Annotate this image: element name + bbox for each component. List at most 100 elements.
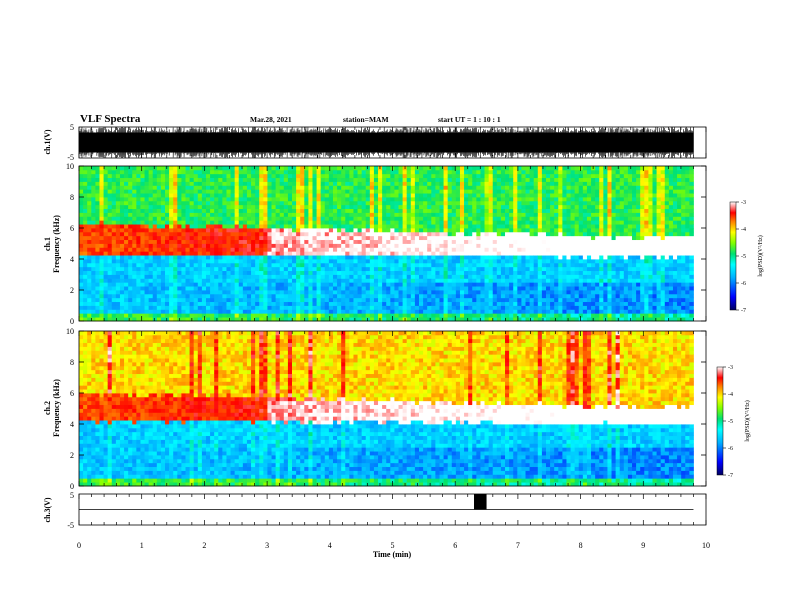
spectrogram-cell xyxy=(259,286,264,291)
spectrogram-cell xyxy=(472,197,477,202)
spectrogram-cell xyxy=(214,282,219,287)
spectrogram-cell xyxy=(435,193,440,198)
spectrogram-cell xyxy=(312,231,317,237)
spectrogram-cell xyxy=(259,266,264,272)
spectrogram-cell xyxy=(242,247,248,252)
spectrogram-cell xyxy=(287,208,293,213)
spectrogram-cell xyxy=(369,297,375,303)
spectrogram-cell xyxy=(582,235,588,241)
spectrogram-cell xyxy=(128,309,133,314)
spectrogram-cell xyxy=(492,290,498,295)
spectrogram-cell xyxy=(410,247,416,252)
spectrogram-cell xyxy=(558,185,563,190)
spectrogram-cell xyxy=(537,317,543,322)
spectrogram-cell xyxy=(419,259,424,264)
spectrogram-cell xyxy=(345,251,350,256)
spectrogram-cell xyxy=(386,193,391,198)
spectrogram-cell xyxy=(545,224,551,229)
spectrogram-cell xyxy=(99,189,104,194)
spectrogram-cell xyxy=(459,293,465,299)
spectrogram-cell xyxy=(500,193,506,198)
spectrogram-cell xyxy=(443,297,449,303)
spectrogram-cell xyxy=(214,228,219,233)
spectrogram-cell xyxy=(369,243,375,248)
spectrogram-cell xyxy=(476,200,481,206)
spectrogram-cell xyxy=(230,169,236,175)
spectrogram-cell xyxy=(197,293,203,299)
spectrogram-cell xyxy=(111,262,117,268)
spectrogram-cell xyxy=(427,181,432,186)
spectrogram-cell xyxy=(128,239,133,244)
spectrogram-cell xyxy=(140,309,145,314)
spectrogram-cell xyxy=(570,212,576,217)
spectrogram-cell xyxy=(169,290,174,295)
spectrogram-cell xyxy=(263,173,268,179)
spectrogram-cell xyxy=(345,212,350,217)
spectrogram-cell xyxy=(484,224,490,229)
spectrogram-cell xyxy=(521,293,526,299)
spectrogram-cell xyxy=(423,286,428,291)
spectrogram-cell xyxy=(464,293,469,299)
spectrogram-cell xyxy=(230,301,236,306)
spectrogram-cell xyxy=(275,305,281,310)
spectrogram-cell xyxy=(435,173,440,179)
spectrogram-cell xyxy=(95,286,100,291)
spectrogram-cell xyxy=(345,200,350,206)
spectrogram-cell xyxy=(119,301,125,306)
header-date: Mar.28, 2021 xyxy=(250,115,292,124)
spectrogram-cell xyxy=(423,266,428,272)
spectrogram-cell xyxy=(492,259,498,264)
spectrogram-cell xyxy=(464,177,469,182)
spectrogram-cell xyxy=(152,173,158,179)
spectrogram-cell xyxy=(521,208,526,213)
spectrogram-cell xyxy=(402,259,408,264)
spectrogram-cell xyxy=(169,224,174,229)
spectrogram-cell xyxy=(500,301,506,306)
spectrogram-cell xyxy=(382,282,387,287)
spectrogram-cell xyxy=(197,274,203,279)
spectrogram-cell xyxy=(509,173,514,179)
spectrogram-cell xyxy=(144,204,150,210)
spectrogram-cell xyxy=(156,317,162,322)
spectrogram-cell xyxy=(320,177,326,182)
spectrogram-cell xyxy=(91,220,96,225)
spectrogram-cell xyxy=(234,208,240,213)
spectrogram-cell xyxy=(324,286,330,291)
spectrogram-cell xyxy=(279,200,285,206)
spectrogram-cell xyxy=(246,200,252,206)
spectrogram-cell xyxy=(83,204,88,210)
spectrogram-cell xyxy=(419,266,424,272)
spectrogram-cell xyxy=(144,286,150,291)
spectrogram-cell xyxy=(545,181,551,186)
spectrogram-cell xyxy=(545,274,551,279)
spectrogram-cell xyxy=(455,212,461,217)
spectrogram-cell xyxy=(279,309,285,314)
spectrogram-cell xyxy=(337,173,342,179)
spectrogram-cell xyxy=(431,317,436,322)
spectrogram-cell xyxy=(443,239,449,244)
spectrogram-cell xyxy=(533,200,539,206)
spectrogram-cell xyxy=(263,224,268,229)
spectrogram-cell xyxy=(500,286,506,291)
spectrogram-cell xyxy=(459,220,465,225)
spectrogram-cell xyxy=(505,220,510,225)
spectrogram-cell xyxy=(148,259,154,264)
spectrogram-cell xyxy=(103,313,109,318)
spectrogram-cell xyxy=(283,243,289,248)
spectrogram-cell xyxy=(222,166,227,171)
spectrogram-cell xyxy=(332,270,338,275)
spectrogram-cell xyxy=(357,197,363,202)
spectrogram-cell xyxy=(484,177,490,182)
spectrogram-cell xyxy=(328,224,334,229)
spectrogram-cell xyxy=(550,220,555,225)
spectrogram-cell xyxy=(201,293,207,299)
spectrogram-cell xyxy=(173,243,178,248)
spectrogram-cell xyxy=(271,282,277,287)
spectrogram-cell xyxy=(99,278,104,283)
spectrogram-cell xyxy=(455,305,461,310)
spectrogram-cell xyxy=(361,166,367,171)
spectrogram-cell xyxy=(87,177,92,182)
spectrogram-cell xyxy=(570,262,576,268)
spectrogram-cell xyxy=(390,262,395,268)
spectrogram-cell xyxy=(398,290,404,295)
